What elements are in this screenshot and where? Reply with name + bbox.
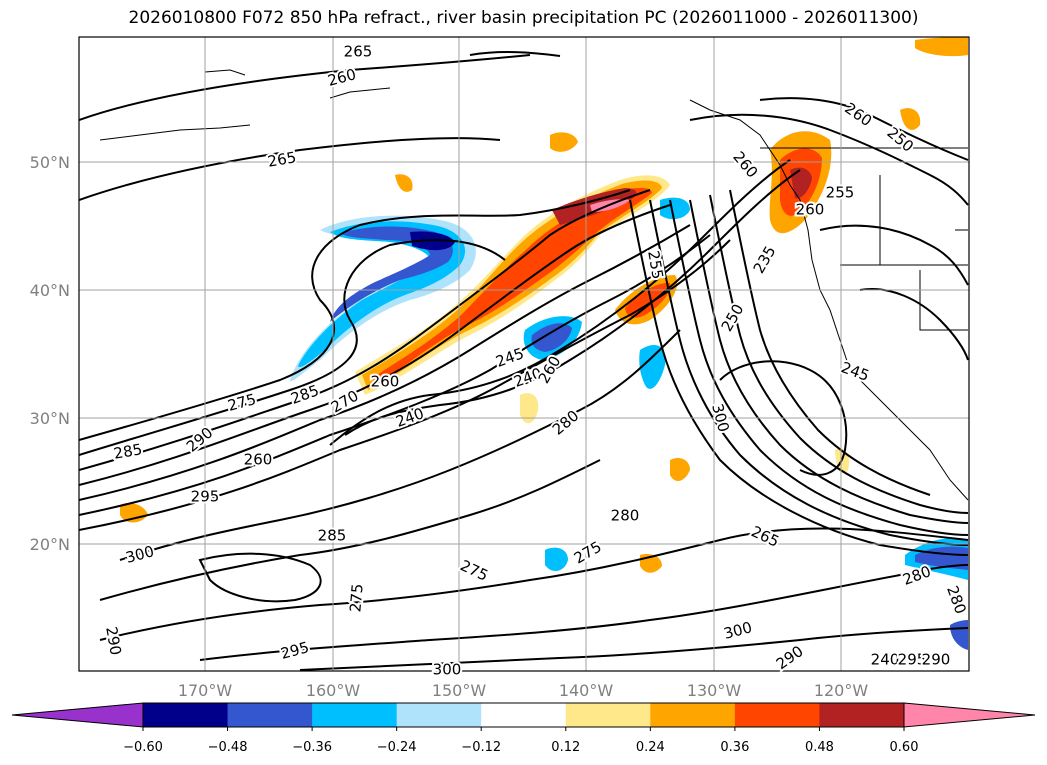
contour-label-halo: 260 xyxy=(796,201,825,219)
longitude-labels: 170°W 160°W 150°W 140°W 130°W 120°W xyxy=(178,681,869,700)
contour-label: 255 xyxy=(644,249,667,280)
colorbar-tick-label: 0.48 xyxy=(805,740,834,755)
contour-label-halo: 260 xyxy=(244,451,273,469)
latitude-labels: 50°N 40°N 30°N 20°N xyxy=(30,153,70,554)
colorbar-tick-label: 0.60 xyxy=(890,740,919,755)
contour-label-halo: 265 xyxy=(266,148,297,171)
graticule xyxy=(79,37,969,671)
colorbar-segment xyxy=(396,703,482,727)
colorbar-segment xyxy=(312,703,398,727)
contour-label-halo: 255 xyxy=(644,249,667,280)
lon-label-170w: 170°W xyxy=(178,681,233,700)
lon-label-140w: 140°W xyxy=(559,681,614,700)
lat-label-50n: 50°N xyxy=(30,153,70,172)
lon-label-130w: 130°W xyxy=(687,681,742,700)
precipitation-pc-shading xyxy=(120,37,968,650)
contour-label-halo: 285 xyxy=(318,527,347,545)
colorbar-segment xyxy=(734,703,820,727)
lat-label-30n: 30°N xyxy=(30,409,70,428)
contour-label-halo: 260 xyxy=(371,373,400,391)
lon-label-160w: 160°W xyxy=(306,681,361,700)
colorbar-tick-label: −0.48 xyxy=(208,740,248,755)
contour-label-halo: 240 xyxy=(871,651,900,669)
contour-label-halo: 290 xyxy=(922,651,951,669)
contour-label: 265 xyxy=(344,43,373,61)
contour-label: 295 xyxy=(191,488,220,506)
contour-label: 300 xyxy=(433,661,462,679)
lon-label-120w: 120°W xyxy=(814,681,869,700)
colorbar-segment xyxy=(565,703,651,727)
colorbar-frame xyxy=(142,702,905,728)
colorbar-tick-label: −0.60 xyxy=(123,740,163,755)
contour-label: 285 xyxy=(112,440,143,463)
colorbar-segment xyxy=(650,703,736,727)
colorbar-tick-label: −0.24 xyxy=(377,740,417,755)
contour-label: 295 xyxy=(898,651,927,669)
contour-label-halo: 295 xyxy=(191,488,220,506)
colorbar-tick-label: 0.36 xyxy=(720,740,749,755)
contour-label: 290 xyxy=(102,625,125,656)
contour-label: 275 xyxy=(346,583,366,613)
contour-label: 285 xyxy=(318,527,347,545)
colorbar-extend-low xyxy=(11,702,144,728)
lon-label-150w: 150°W xyxy=(432,681,487,700)
colorbar-tick-label: 0.24 xyxy=(636,740,665,755)
contour-label: 265 xyxy=(266,148,297,171)
contour-label: 260 xyxy=(371,373,400,391)
contour-label-halo: 300 xyxy=(433,661,462,679)
contour-label: 255 xyxy=(826,184,855,202)
contour-label: 240 xyxy=(871,651,900,669)
lat-label-40n: 40°N xyxy=(30,281,70,300)
colorbar-tick-label: −0.36 xyxy=(292,740,332,755)
colorbar-segment xyxy=(481,703,567,727)
contour-label-halo: 295 xyxy=(898,651,927,669)
colorbar-tick-label: −0.12 xyxy=(461,740,501,755)
contour-label-halo: 255 xyxy=(826,184,855,202)
colorbar-segment xyxy=(819,703,905,727)
colorbar: −0.60 −0.48 −0.36 −0.24 −0.12 0.12 0.24 0.36 0.4… xyxy=(11,702,1036,755)
colorbar-segment xyxy=(143,703,229,727)
map-frame xyxy=(78,36,970,672)
contour-label: 280 xyxy=(611,507,640,525)
colorbar-extend-high xyxy=(903,702,1036,728)
contour-label: 290 xyxy=(922,651,951,669)
contour-label: 260 xyxy=(244,451,273,469)
lat-label-20n: 20°N xyxy=(30,535,70,554)
map-title: 2026010800 F072 850 hPa refract., river … xyxy=(128,8,919,28)
contour-label-halo: 265 xyxy=(344,43,373,61)
colorbar-segment xyxy=(227,703,313,727)
contour-label-halo: 280 xyxy=(611,507,640,525)
contour-label: 260 xyxy=(796,201,825,219)
colorbar-tick-label: 0.12 xyxy=(551,740,580,755)
